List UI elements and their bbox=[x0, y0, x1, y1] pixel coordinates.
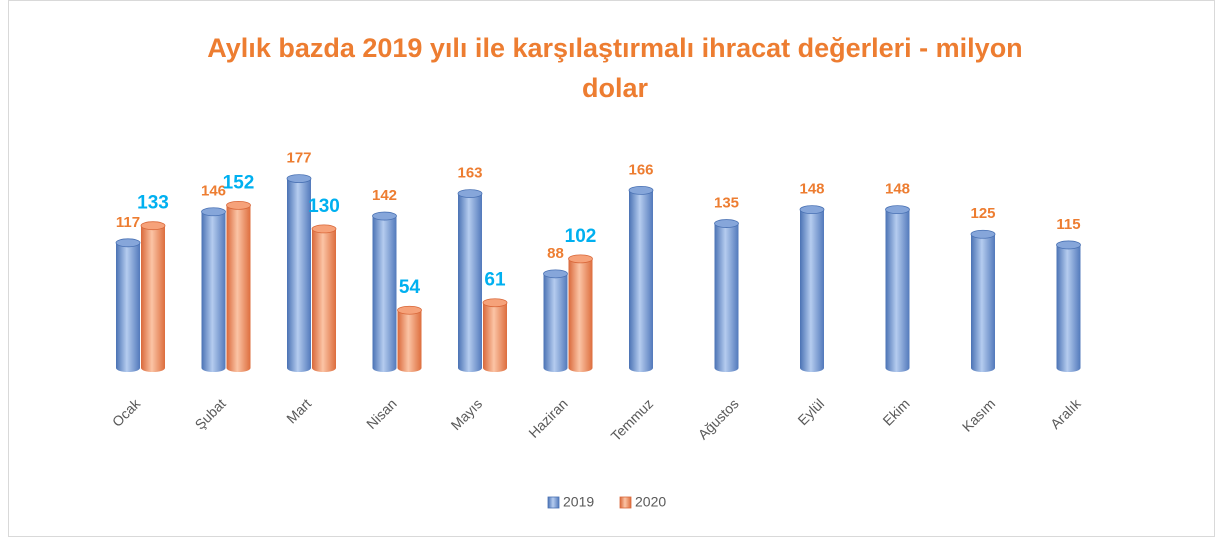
bar bbox=[543, 273, 568, 372]
bar bbox=[483, 302, 507, 372]
bar-top bbox=[372, 211, 397, 221]
bar-top bbox=[628, 185, 654, 195]
bar-top bbox=[885, 205, 910, 215]
legend-swatch bbox=[619, 496, 632, 509]
legend-swatch bbox=[547, 496, 560, 509]
value-label: 135 bbox=[714, 195, 739, 212]
value-label: 166 bbox=[628, 161, 653, 178]
bar bbox=[885, 209, 910, 372]
bar-top bbox=[970, 229, 996, 239]
bar-top bbox=[311, 224, 337, 234]
bar bbox=[458, 193, 482, 372]
bar-top bbox=[799, 205, 825, 215]
value-label: 152 bbox=[223, 172, 255, 193]
bar bbox=[372, 216, 397, 372]
bar bbox=[201, 211, 226, 372]
value-label: 177 bbox=[286, 150, 311, 167]
bar bbox=[971, 234, 995, 372]
bar bbox=[397, 310, 422, 372]
bar bbox=[568, 258, 593, 372]
bar bbox=[714, 223, 739, 372]
value-label: 142 bbox=[372, 187, 397, 204]
value-label: 146 bbox=[201, 183, 226, 200]
bar-top bbox=[140, 221, 166, 231]
bar bbox=[312, 228, 336, 372]
bar bbox=[629, 190, 653, 372]
bar-top bbox=[1056, 240, 1081, 250]
bar bbox=[141, 225, 165, 372]
bar bbox=[1056, 244, 1081, 372]
value-label: 88 bbox=[547, 245, 564, 262]
bar bbox=[226, 205, 251, 372]
bar-top bbox=[226, 200, 251, 210]
legend-label: 2020 bbox=[635, 494, 666, 510]
value-label: 117 bbox=[116, 214, 140, 231]
value-label: 102 bbox=[565, 226, 597, 247]
bar-top bbox=[286, 174, 312, 184]
bar bbox=[287, 178, 311, 372]
bar-top bbox=[714, 219, 739, 228]
bar-top bbox=[568, 254, 593, 264]
value-label: 125 bbox=[970, 205, 995, 222]
chart-title: dolar bbox=[582, 73, 649, 103]
bar-top bbox=[115, 238, 141, 248]
chart-title: Aylık bazda 2019 yılı ile karşılaştırmal… bbox=[207, 33, 1022, 63]
value-label: 163 bbox=[457, 165, 482, 182]
value-label: 148 bbox=[799, 181, 824, 198]
bar-top bbox=[543, 269, 568, 279]
value-label: 54 bbox=[399, 277, 421, 298]
legend-label: 2019 bbox=[563, 494, 594, 510]
value-label: 115 bbox=[1056, 216, 1080, 233]
value-label: 148 bbox=[885, 181, 910, 198]
bar bbox=[116, 242, 140, 372]
bar-top bbox=[397, 305, 422, 315]
value-label: 133 bbox=[137, 193, 169, 214]
value-label: 61 bbox=[484, 270, 506, 291]
bar-top bbox=[482, 298, 508, 308]
bar-top bbox=[457, 189, 483, 198]
bar bbox=[800, 209, 824, 372]
value-label: 130 bbox=[308, 196, 340, 217]
bar-top bbox=[201, 207, 226, 217]
